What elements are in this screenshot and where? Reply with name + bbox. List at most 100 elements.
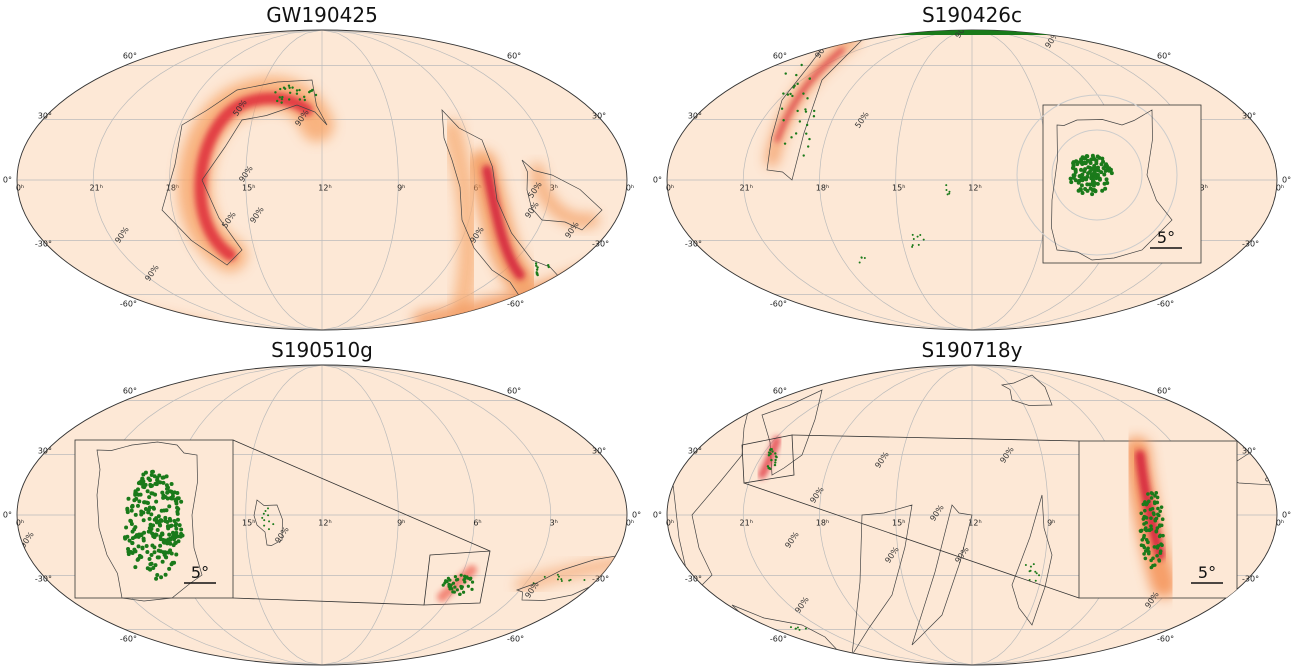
- galaxy-dot: [807, 145, 810, 148]
- ra-label: 0ʰ: [626, 184, 634, 193]
- galaxy-dot: [161, 495, 166, 500]
- sky-content: 5°90%90%90%90%90%90%90%90%90% 90%: [671, 374, 1277, 659]
- galaxy-dot: [1144, 502, 1149, 507]
- galaxy-dot: [169, 551, 174, 556]
- galaxy-dot: [789, 92, 792, 96]
- dec-label: 30°: [1242, 112, 1256, 121]
- galaxy-dot: [175, 534, 180, 539]
- galaxy-dot: [1099, 170, 1104, 175]
- galaxy-dot: [172, 518, 177, 523]
- galaxy-dot: [458, 592, 462, 596]
- galaxy-dot: [466, 584, 470, 588]
- galaxy-dot: [262, 512, 265, 515]
- galaxy-dot: [547, 265, 550, 269]
- galaxy-dot: [1143, 500, 1147, 504]
- galaxy-dot: [1035, 572, 1038, 575]
- galaxy-dot: [261, 516, 264, 519]
- galaxy-dot: [1084, 154, 1089, 159]
- galaxy-dot: [556, 578, 559, 581]
- ra-label: 18ʰ: [166, 184, 179, 193]
- galaxy-dot: [1146, 499, 1151, 504]
- galaxy-dot: [169, 489, 174, 494]
- galaxy-dot: [164, 508, 169, 513]
- galaxy-dot: [141, 518, 146, 523]
- galaxy-dot: [804, 110, 808, 113]
- ra-label: 12ʰ: [968, 184, 981, 193]
- galaxy-dot: [769, 452, 772, 456]
- galaxy-dot: [1144, 516, 1149, 520]
- galaxy-dot: [1082, 156, 1087, 161]
- galaxy-dot: [176, 539, 181, 544]
- galaxy-dot: [295, 89, 299, 92]
- dec-label: 30°: [592, 112, 606, 121]
- galaxy-dot: [263, 519, 266, 522]
- galaxy-dot: [534, 262, 538, 265]
- sky-content: 5°50%90%90%90%: [765, 30, 1202, 264]
- galaxy-dot: [1034, 579, 1037, 582]
- galaxy-dot: [150, 469, 155, 474]
- ra-label: 0ʰ: [666, 519, 674, 528]
- galaxy-dot: [176, 506, 181, 511]
- galaxy-dot: [155, 527, 160, 532]
- probability-region: [194, 92, 313, 261]
- ra-label: 0ʰ: [1276, 184, 1284, 193]
- galaxy-dot: [155, 478, 160, 483]
- galaxy-dot: [272, 523, 275, 526]
- sky-outline: [16, 364, 628, 666]
- galaxy-dot: [1095, 173, 1100, 178]
- galaxy-dot: [1028, 570, 1031, 573]
- galaxy-dot: [147, 516, 152, 521]
- dec-label: 60°: [773, 387, 787, 396]
- galaxy-dot: [790, 136, 793, 139]
- galaxy-dot: [802, 92, 805, 95]
- galaxy-dot: [264, 509, 267, 512]
- galaxy-dot: [445, 579, 449, 584]
- galaxy-dot: [470, 587, 474, 591]
- dec-label: 0°: [632, 511, 641, 520]
- galaxy-dot: [1090, 166, 1095, 171]
- galaxy-dot: [126, 546, 131, 551]
- galaxy-dot: [167, 566, 172, 571]
- panel-title: S190426c: [922, 3, 1022, 27]
- galaxy-dot: [175, 511, 180, 516]
- galaxy-dot: [141, 536, 146, 541]
- galaxy-dot: [151, 566, 156, 571]
- galaxy-dot: [463, 577, 467, 581]
- galaxy-dot: [543, 575, 546, 578]
- galaxy-dot: [770, 458, 773, 462]
- galaxy-dot: [173, 523, 178, 528]
- galaxy-dot: [786, 93, 790, 96]
- galaxy-dot: [448, 578, 452, 582]
- probability-region: [442, 120, 479, 315]
- dec-label: -60°: [1157, 635, 1174, 644]
- galaxy-dot: [126, 496, 131, 501]
- galaxy-dot: [804, 627, 807, 630]
- galaxy-dot: [136, 544, 141, 549]
- galaxy-dot: [568, 579, 571, 582]
- galaxy-dot: [1154, 491, 1159, 495]
- galaxy-dot: [796, 109, 799, 113]
- galaxy-dot: [164, 486, 169, 491]
- dec-label: -30°: [592, 240, 609, 249]
- galaxy-dot: [1077, 174, 1082, 179]
- galaxy-dot: [133, 549, 138, 554]
- galaxy-dot: [802, 154, 805, 157]
- galaxy-dot: [1142, 533, 1146, 538]
- galaxy-dot: [177, 523, 182, 528]
- probability-region: [437, 565, 477, 602]
- galaxy-dot: [1149, 524, 1153, 528]
- galaxy-dot: [130, 536, 135, 541]
- galaxy-dot: [1088, 160, 1093, 165]
- galaxy-dot: [1097, 177, 1102, 182]
- galaxy-dot: [137, 499, 142, 504]
- ra-label: 15ʰ: [892, 519, 905, 528]
- galaxy-dot: [278, 96, 281, 99]
- galaxy-dot: [1140, 538, 1145, 542]
- inset-link: [791, 434, 1080, 442]
- galaxy-dot: [145, 500, 150, 505]
- dec-label: 30°: [38, 112, 52, 121]
- galaxy-dot: [150, 491, 155, 496]
- galaxy-dot: [1152, 545, 1157, 549]
- galaxy-dot: [1103, 168, 1108, 173]
